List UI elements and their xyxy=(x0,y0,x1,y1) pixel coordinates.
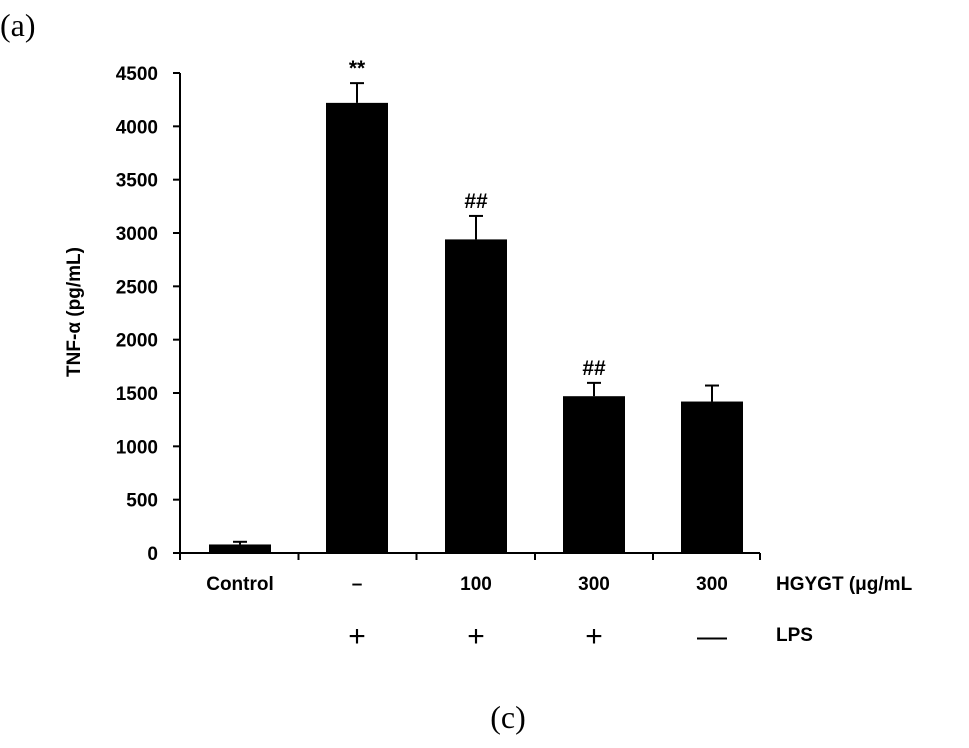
y-tick-label: 1500 xyxy=(116,384,158,405)
category-label: 300 xyxy=(578,574,610,595)
hgygt-row-label: HGYGT (μg/mL xyxy=(776,574,913,595)
category-label: 100 xyxy=(460,574,492,595)
bar xyxy=(681,401,743,553)
bar xyxy=(445,239,507,553)
significance-label: ## xyxy=(464,190,488,213)
y-tick-label: 1000 xyxy=(116,437,158,458)
y-tick-label: 4500 xyxy=(116,64,158,85)
lps-sign: + xyxy=(585,620,603,653)
y-tick-label: 2500 xyxy=(116,277,158,298)
panel-label-top: (a) xyxy=(0,7,36,43)
significance-label: ** xyxy=(349,57,366,80)
panel-label-bottom: (c) xyxy=(490,699,526,735)
bar xyxy=(209,544,271,553)
lps-sign: — xyxy=(697,620,727,653)
y-axis-title: TNF-α (pg/mL) xyxy=(64,247,85,377)
bar xyxy=(563,396,625,553)
lps-sign: + xyxy=(348,620,366,653)
y-tick-label: 3500 xyxy=(116,171,158,192)
y-tick-label: 3000 xyxy=(116,224,158,245)
category-label: – xyxy=(352,574,363,595)
y-tick-label: 4000 xyxy=(116,117,158,138)
lps-sign: + xyxy=(467,620,485,653)
significance-label: ## xyxy=(582,357,606,380)
plot-area: 0 500 1000 1500 2000 2500 3000 3500 4000 4500 Cont… xyxy=(116,57,761,653)
y-tick-label: 2000 xyxy=(116,331,158,352)
y-tick-label: 0 xyxy=(147,544,158,565)
y-tick-label: 500 xyxy=(126,491,158,512)
category-label: Control xyxy=(206,574,274,595)
bar xyxy=(326,102,388,553)
lps-row-label: LPS xyxy=(776,625,813,646)
category-label: 300 xyxy=(696,574,728,595)
